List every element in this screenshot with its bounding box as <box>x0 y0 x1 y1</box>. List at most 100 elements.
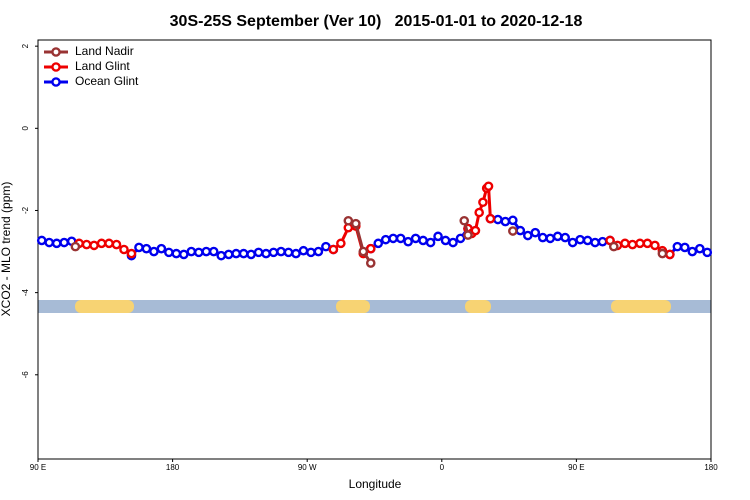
data-point <box>208 246 219 257</box>
data-point <box>358 246 369 257</box>
data-point <box>336 238 346 249</box>
data-point <box>291 248 301 259</box>
legend-label: Ocean Glint <box>75 74 139 88</box>
data-point <box>515 225 526 236</box>
land-band <box>465 300 491 313</box>
data-point <box>650 240 660 251</box>
data-point <box>268 247 279 258</box>
data-point <box>702 247 713 258</box>
data-point <box>474 207 484 218</box>
data-point <box>575 234 585 245</box>
data-point <box>608 241 619 252</box>
data-point <box>597 236 608 247</box>
x-axis-label: Longitude <box>349 477 402 491</box>
y-tick-label: 0 <box>21 126 30 131</box>
data-point <box>149 246 159 257</box>
data-point <box>51 238 62 249</box>
data-point <box>89 240 99 251</box>
data-point <box>582 235 593 246</box>
data-point <box>410 233 421 244</box>
data-point <box>455 233 466 244</box>
data-point <box>418 235 428 246</box>
data-point <box>433 231 443 242</box>
data-point <box>552 231 563 242</box>
data-point <box>343 215 354 226</box>
data-point <box>635 238 645 249</box>
y-tick-label: -4 <box>21 289 30 297</box>
data-point <box>276 246 286 257</box>
data-point <box>530 227 541 238</box>
data-point <box>44 237 55 248</box>
data-point <box>171 248 182 259</box>
data-point <box>403 236 413 247</box>
data-point <box>680 242 690 253</box>
data-point <box>321 241 331 252</box>
data-point <box>216 250 227 261</box>
data-point <box>500 216 511 227</box>
data-point <box>126 248 137 259</box>
data-point <box>119 244 129 255</box>
x-tick-label: 90 E <box>30 463 46 472</box>
data-point <box>111 239 122 250</box>
data-point <box>425 237 436 248</box>
x-tick-label: 180 <box>704 463 718 472</box>
data-point <box>313 246 324 257</box>
data-point <box>164 247 174 258</box>
data-point <box>493 214 503 225</box>
x-tick-label: 90 W <box>298 463 317 472</box>
legend-marker <box>51 62 61 72</box>
legend-marker <box>51 47 61 57</box>
x-tick-label: 90 E <box>568 463 584 472</box>
data-point <box>478 197 488 208</box>
data-point <box>395 233 406 244</box>
land-band <box>336 300 370 313</box>
data-point <box>134 242 144 253</box>
data-point <box>459 215 470 226</box>
data-point <box>59 237 69 248</box>
data-point <box>104 238 114 249</box>
data-point <box>373 238 384 249</box>
land-band <box>611 300 671 313</box>
data-point <box>620 238 630 249</box>
data-point <box>186 246 197 257</box>
data-point <box>193 247 204 258</box>
data-point <box>96 238 107 249</box>
data-point <box>238 248 249 259</box>
data-point <box>560 232 570 243</box>
data-point <box>567 237 578 248</box>
legend-label: Land Nadir <box>75 44 134 58</box>
data-point <box>156 243 167 254</box>
data-point <box>545 233 556 244</box>
data-point <box>253 247 264 258</box>
y-tick-label: -2 <box>21 206 30 214</box>
data-point <box>694 243 705 254</box>
land-band <box>75 300 134 313</box>
data-point <box>448 237 458 248</box>
data-point <box>231 248 241 259</box>
data-point <box>380 234 391 245</box>
data-point <box>246 249 256 260</box>
data-point <box>365 258 376 268</box>
y-tick-label: 2 <box>21 43 30 48</box>
y-axis-label: XCO2 - MLO trend (ppm) <box>0 182 13 317</box>
x-tick-label: 0 <box>440 463 445 472</box>
data-point <box>223 249 234 260</box>
data-point <box>672 241 683 252</box>
y-tick-label: -6 <box>21 371 30 379</box>
data-point <box>590 237 600 248</box>
data-point <box>508 226 518 236</box>
ocean-band <box>38 300 711 313</box>
data-point <box>440 235 451 246</box>
data-point <box>36 235 47 246</box>
data-point <box>463 230 473 240</box>
x-tick-label: 180 <box>166 463 180 472</box>
data-point <box>141 243 152 254</box>
data-point <box>261 248 271 259</box>
legend-label: Land Glint <box>75 59 130 73</box>
data-point <box>627 239 638 250</box>
data-point <box>70 241 81 252</box>
data-point <box>657 248 668 259</box>
surface-band <box>38 300 711 313</box>
chart-title: 30S-25S September (Ver 10) 2015-01-01 to… <box>170 13 583 30</box>
